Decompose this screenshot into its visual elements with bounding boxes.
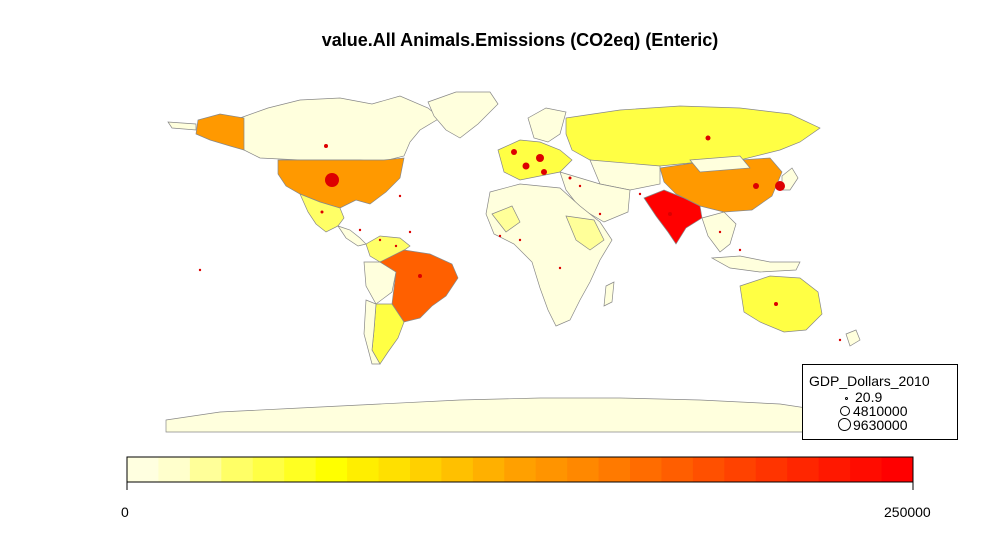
country-usa <box>277 157 405 209</box>
country-new-zealand <box>845 329 861 347</box>
country-greenland <box>427 91 499 139</box>
size-legend: GDP_Dollars_2010 20.9 4810000 9630000 <box>802 364 958 440</box>
marker-small-2 <box>378 238 382 242</box>
marker-australia <box>774 302 778 306</box>
country-india <box>643 189 703 245</box>
marker-mexico <box>320 210 324 214</box>
legend-symbol-medium <box>840 406 850 416</box>
marker-small-7 <box>558 266 562 270</box>
marker-small-10 <box>718 230 722 234</box>
marker-japan <box>775 181 785 191</box>
legend-symbol-small <box>845 397 848 400</box>
marker-germany <box>536 154 544 162</box>
legend-entry-large: 9630000 <box>853 417 908 433</box>
country-alaska-tip <box>167 121 197 131</box>
marker-small-16 <box>578 184 582 188</box>
map-title: value.All Animals.Emissions (CO2eq) (Ent… <box>321 30 719 50</box>
country-alaska <box>195 113 245 151</box>
marker-small-5 <box>498 234 502 238</box>
marker-small-4 <box>408 230 412 234</box>
legend-title: GDP_Dollars_2010 <box>809 373 930 389</box>
country-chile <box>363 299 381 365</box>
marker-small-13 <box>838 338 842 342</box>
gdp-markers <box>198 135 842 342</box>
region-europe <box>497 139 573 181</box>
country-madagascar <box>603 281 615 307</box>
region-central-asia <box>589 159 661 191</box>
marker-small-3 <box>394 244 398 248</box>
marker-small-15 <box>568 176 572 180</box>
country-russia <box>565 105 821 169</box>
region-scandinavia <box>527 107 567 143</box>
country-brazil <box>379 249 459 323</box>
marker-russia <box>705 135 711 141</box>
country-mongolia <box>689 155 751 173</box>
scale-min-label: 0 <box>121 504 129 520</box>
region-east-africa <box>565 215 605 251</box>
marker-uk <box>511 149 517 155</box>
marker-small-8 <box>598 212 602 216</box>
region-middle-east <box>559 171 631 223</box>
scale-max-label: 250000 <box>884 504 931 520</box>
region-antarctica <box>165 397 821 433</box>
marker-small-14 <box>398 194 402 198</box>
country-shapes <box>165 91 861 433</box>
marker-france <box>522 162 530 170</box>
marker-italy <box>541 169 547 175</box>
marker-small-9 <box>638 192 642 196</box>
marker-small-1 <box>358 228 362 232</box>
region-indonesia <box>710 255 801 273</box>
marker-canada <box>324 144 328 148</box>
country-australia <box>739 275 823 333</box>
marker-usa <box>325 173 339 187</box>
region-west-africa <box>491 205 521 233</box>
legend-entry-medium: 4810000 <box>853 403 908 419</box>
marker-india <box>668 212 672 216</box>
marker-brazil <box>418 274 422 278</box>
country-central-america <box>337 225 367 247</box>
marker-china <box>753 183 759 189</box>
marker-small-11 <box>738 248 742 252</box>
legend-entry-small: 20.9 <box>855 389 883 405</box>
marker-small-6 <box>518 238 522 242</box>
marker-small-12 <box>198 268 202 272</box>
legend-symbol-large <box>838 418 851 431</box>
country-canada <box>239 95 441 163</box>
